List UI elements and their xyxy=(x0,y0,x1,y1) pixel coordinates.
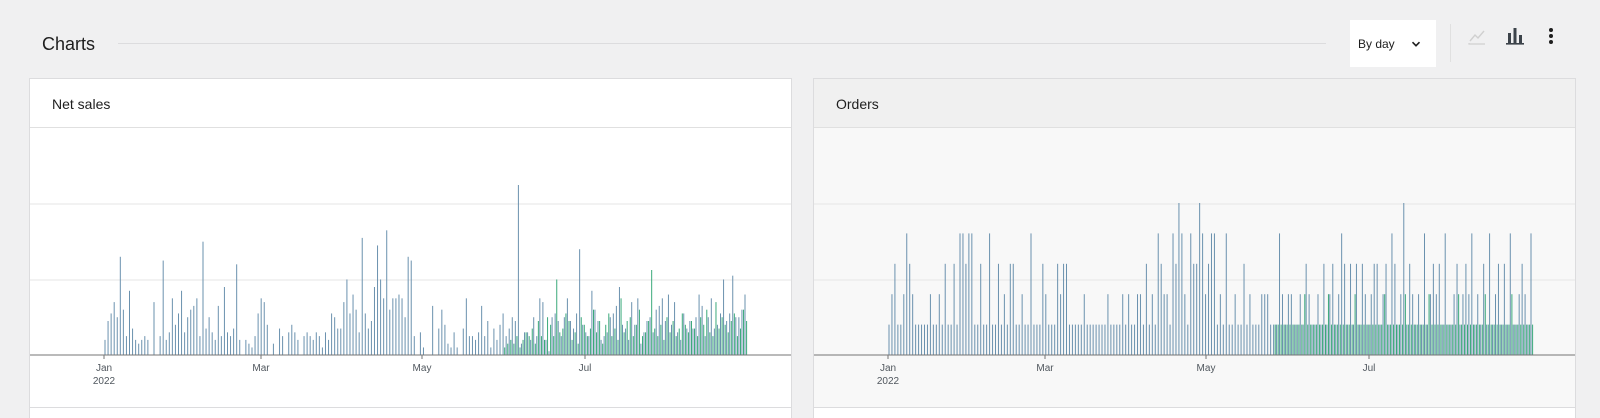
section-title: Charts xyxy=(42,34,96,54)
x-tick-year-label: 2022 xyxy=(93,376,116,387)
title-divider xyxy=(118,43,1326,44)
more-vertical-icon xyxy=(1547,26,1555,51)
orders-chart: Jan Mar May Jul 2022 xyxy=(814,203,1575,387)
x-tick-label: Jan xyxy=(96,363,112,374)
card-header: Orders xyxy=(814,79,1575,128)
interval-select[interactable]: By day xyxy=(1350,20,1436,67)
x-tick-label: Mar xyxy=(252,363,270,374)
x-tick-label: Jul xyxy=(579,363,592,374)
interval-select-label: By day xyxy=(1358,36,1395,51)
line-chart-icon xyxy=(1467,26,1487,51)
x-tick-label: Jul xyxy=(1363,363,1376,374)
net-sales-chart: Jan Mar May Jul 2022 xyxy=(30,185,791,387)
next-card-top-edge xyxy=(29,407,792,418)
more-options-button[interactable] xyxy=(1537,24,1565,52)
bar-chart-icon xyxy=(1505,26,1525,51)
bar-chart-button[interactable] xyxy=(1501,24,1529,52)
line-chart-button[interactable] xyxy=(1463,24,1491,52)
x-tick-label: May xyxy=(1197,363,1216,374)
chart-title: Orders xyxy=(836,96,879,112)
x-tick-label: Jan xyxy=(880,363,896,374)
net-sales-chart-card[interactable]: Net sales Jan Mar May Jul 2022 xyxy=(29,78,792,418)
card-header: Net sales xyxy=(30,79,791,128)
x-tick-year-label: 2022 xyxy=(877,376,900,387)
toolbar-divider xyxy=(1450,24,1451,62)
charts-section-header: Charts By day xyxy=(0,0,1600,78)
chevron-down-icon xyxy=(1410,37,1422,49)
next-card-top-edge xyxy=(813,407,1576,418)
x-tick-label: May xyxy=(413,363,432,374)
chart-title: Net sales xyxy=(52,96,111,112)
orders-chart-card[interactable]: Orders Jan Mar May Jul 2022 xyxy=(813,78,1576,418)
x-tick-label: Mar xyxy=(1036,363,1054,374)
